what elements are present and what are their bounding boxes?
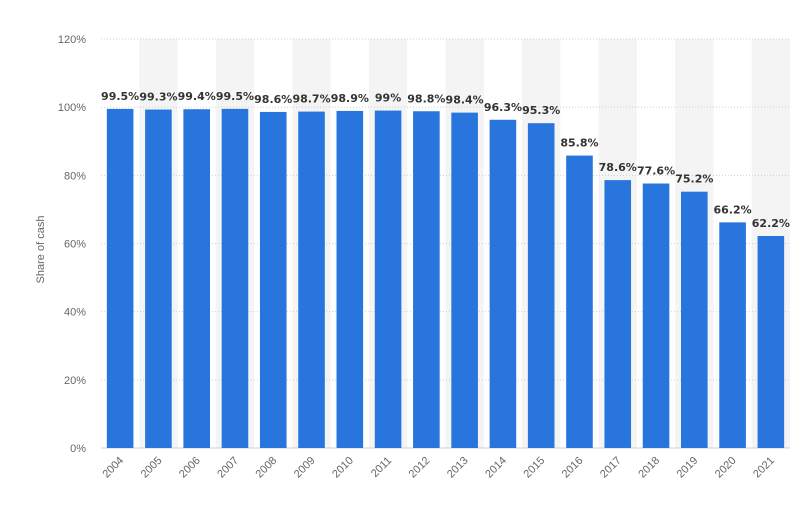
x-tick-label: 2013 [445,455,471,481]
x-tick-label: 2010 [330,455,356,481]
x-tick-label: 2021 [751,455,777,481]
data-label-2016: 85.8% [560,137,598,150]
x-tick-label: 2009 [292,455,318,481]
gridlines [101,38,790,449]
bar-2012[interactable] [413,111,440,449]
y-axis-label: Share of cash [35,216,47,284]
bar-2004[interactable] [106,108,134,448]
bars [106,108,785,449]
bar-2021[interactable] [757,236,785,448]
y-tick-label: 0% [70,443,86,455]
x-tick-label: 2020 [713,455,739,481]
data-label-2012: 98.8% [407,92,445,105]
x-tick-label: 2015 [522,455,548,481]
bar-2015[interactable] [527,123,555,448]
y-tick-label: 20% [64,375,86,387]
x-tick-label: 2004 [100,455,126,481]
bar-2016[interactable] [566,155,593,448]
x-tick-label: 2014 [483,455,509,481]
bar-2008[interactable] [259,111,287,449]
x-tick-label: 2011 [369,455,394,480]
bar-2017[interactable] [604,180,632,449]
x-tick-label: 2008 [254,455,280,481]
x-tick-label: 2016 [560,455,586,481]
bar-2005[interactable] [145,109,172,449]
x-tick-label: 2012 [407,455,433,481]
x-tick-label: 2019 [675,455,701,481]
data-label-2004: 99.5% [101,90,139,103]
data-label-2018: 77.6% [637,165,675,178]
data-label-2019: 75.2% [675,173,713,186]
bar-2011[interactable] [374,110,402,448]
data-label-2011: 99% [375,92,401,105]
bar-2020[interactable] [719,222,746,448]
y-tick-label: 80% [64,170,86,182]
bar-2007[interactable] [221,108,249,448]
data-label-2010: 98.9% [331,92,369,105]
y-tick-label: 40% [64,307,86,319]
data-label-2020: 66.2% [713,203,751,216]
x-tick-label: 2006 [177,455,203,481]
bar-2019[interactable] [681,191,708,448]
y-tick-label: 60% [64,239,86,251]
data-label-2006: 99.4% [178,90,216,103]
x-tick-label: 2007 [215,455,241,481]
y-tick-label: 120% [58,34,86,46]
data-label-2017: 78.6% [599,161,637,174]
x-tick-label: 2018 [636,455,662,481]
data-label-2007: 99.5% [216,90,254,103]
data-label-2008: 98.6% [254,93,292,106]
bar-2014[interactable] [489,119,517,448]
bar-2010[interactable] [336,110,364,448]
data-label-2009: 98.7% [292,93,330,106]
y-axis-ticks: 0% 20% 40% 60% 80% 100% 120% [58,34,86,455]
data-label-2015: 95.3% [522,104,560,117]
data-label-2021: 62.2% [752,217,790,230]
x-axis-ticks: 2004 2005 2006 2007 2008 2009 2010 2011 2012 2013… [100,455,777,481]
data-label-2013: 98.4% [446,94,484,107]
bar-2006[interactable] [183,109,210,448]
bar-2009[interactable] [298,111,325,448]
bar-2013[interactable] [451,112,478,449]
x-tick-label: 2017 [598,455,624,481]
x-tick-label: 2005 [139,455,165,481]
data-labels: 99.5% 99.3% 99.4% 99.5% 98.6% 98.7% 98.9% 99% 98… [101,90,790,230]
bar-2018[interactable] [642,183,670,448]
data-label-2005: 99.3% [139,91,177,104]
y-tick-label: 100% [58,102,86,114]
data-label-2014: 96.3% [484,101,522,114]
